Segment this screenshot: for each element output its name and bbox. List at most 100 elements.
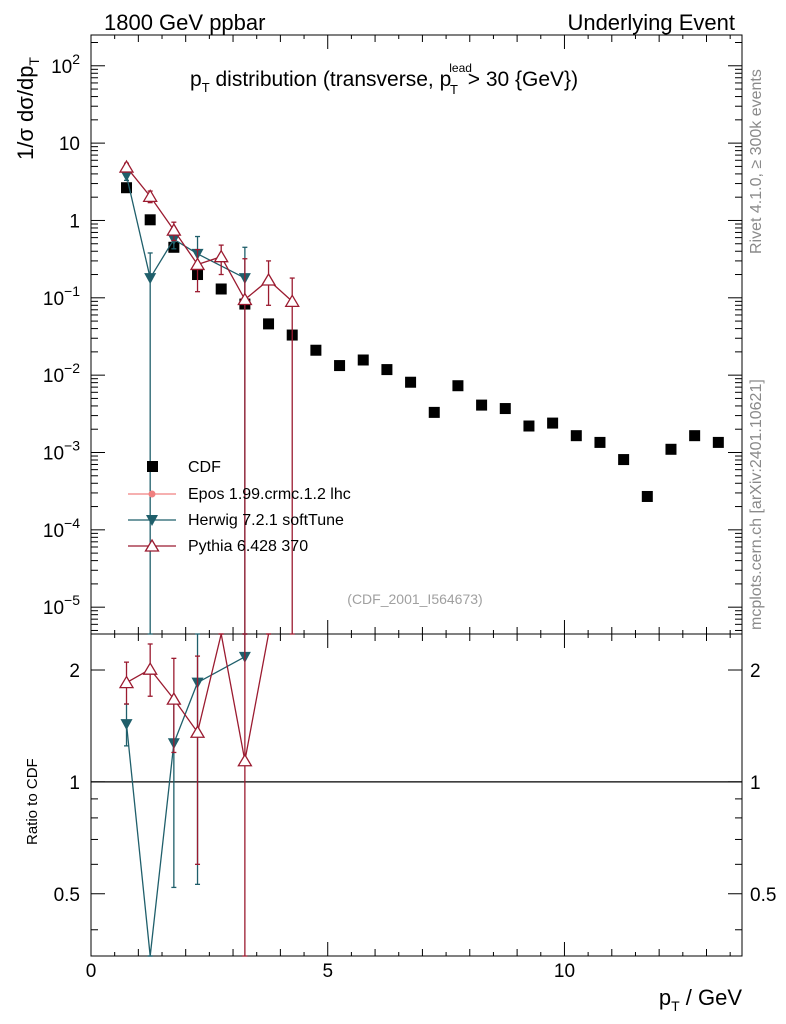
- cdf-point: [476, 399, 488, 411]
- ratio-y-tick-label: 2: [69, 661, 80, 682]
- cdf-point: [334, 360, 346, 372]
- mcplots-label: mcplots.cern.ch [arXiv:2401.10621]: [748, 379, 765, 630]
- pythia-ratio-point: [189, 724, 206, 738]
- herwig-ratio-line: [125, 656, 246, 957]
- cdf-point: [452, 380, 464, 392]
- y-tick-label: 10−1: [43, 283, 80, 310]
- herwig-line: [125, 175, 246, 280]
- ratio-data-layer: [118, 633, 272, 957]
- pythia-ratio-point: [237, 753, 253, 767]
- x-label-sub: T: [671, 998, 680, 1014]
- pythia-point: [142, 189, 158, 203]
- y-tick-label-base: 10: [43, 366, 64, 387]
- cdf-point: [499, 403, 511, 415]
- title-sub-t2: T: [450, 82, 458, 97]
- y-tick-label: 102: [51, 51, 80, 78]
- y-tick-label: 10: [59, 134, 80, 155]
- cdf-point: [215, 283, 227, 295]
- ratio-y-label: Ratio to CDF: [24, 758, 41, 845]
- legend-pythia-label: Pythia 6.428 370: [188, 538, 308, 555]
- cdf-point: [263, 318, 275, 330]
- pythia-point: [213, 249, 229, 263]
- cdf-point: [618, 454, 630, 466]
- herwig-point: [120, 170, 133, 182]
- header-right: Underlying Event: [567, 10, 735, 35]
- y-tick-label: 10−4: [43, 515, 80, 542]
- legend: CDF Epos 1.99.crmc.1.2 lhc Herwig 7.2.1 …: [128, 459, 351, 555]
- herwig-point: [144, 273, 157, 285]
- main-data-layer: [118, 159, 724, 635]
- pythia-point: [189, 257, 206, 271]
- y-tick-label-base: 10: [43, 289, 64, 310]
- ratio-axes: 0 5 10 2 2 1 1 0.5 0.5: [54, 634, 776, 982]
- x-tick-label: 5: [322, 961, 333, 982]
- pythia-ratio-point: [142, 661, 158, 675]
- y-tick-label-exp: −5: [64, 592, 80, 608]
- cdf-point: [547, 417, 559, 429]
- cdf-point: [665, 443, 677, 455]
- ratio-y-tick-label-right: 0.5: [750, 885, 776, 906]
- x-label-tail: / GeV: [680, 985, 743, 1010]
- y-tick-label-exp: −4: [64, 515, 80, 531]
- y-tick-label-base: 10: [59, 134, 80, 155]
- cdf-point: [357, 354, 369, 366]
- ratio-y-tick-label: 0.5: [54, 885, 80, 906]
- cdf-point: [310, 344, 322, 356]
- main-y-label-sub: T: [26, 57, 42, 66]
- cdf-point: [381, 364, 393, 376]
- legend-cdf-label: CDF: [188, 459, 221, 476]
- x-tick-label: 10: [554, 961, 575, 982]
- y-tick-label-base: 10: [51, 57, 72, 78]
- ratio-frame: [90, 633, 743, 957]
- main-title: pT distribution (transverse, plead T > 30…: [190, 61, 578, 97]
- title-sub-t: T: [202, 80, 210, 95]
- analysis-watermark: (CDF_2001_I564673): [347, 591, 482, 607]
- cdf-point: [641, 490, 653, 502]
- y-tick-label-base: 1: [69, 211, 80, 232]
- title-sup-lead: lead: [449, 61, 472, 75]
- pythia-point: [166, 222, 182, 236]
- title-tail: > 30 {GeV}): [462, 68, 578, 91]
- herwig-ratio-point: [120, 719, 133, 731]
- pythia-point: [284, 294, 300, 307]
- rivet-label: Rivet 4.1.0, ≥ 300k events: [748, 69, 765, 254]
- x-label-p: p: [659, 985, 671, 1010]
- cdf-point: [689, 430, 701, 442]
- y-tick-label-exp: −1: [64, 283, 80, 299]
- y-tick-label-exp: −3: [64, 437, 80, 453]
- cdf-point: [594, 436, 606, 448]
- pythia-point: [260, 272, 277, 286]
- legend-herwig-marker: [146, 515, 158, 526]
- y-tick-label-base: 10: [43, 598, 64, 619]
- x-axis-label: pT / GeV: [659, 985, 742, 1014]
- legend-entry-cdf: CDF: [147, 459, 221, 476]
- y-tick-label: 1: [69, 211, 80, 232]
- main-y-label: 1/σ dσ/dpT: [13, 57, 42, 160]
- y-tick-label-base: 10: [43, 443, 64, 464]
- y-tick-label: 10−2: [43, 360, 80, 387]
- pythia-point: [237, 292, 253, 306]
- cdf-point: [523, 420, 535, 432]
- legend-herwig-label: Herwig 7.2.1 softTune: [188, 512, 344, 529]
- cdf-point: [405, 376, 417, 388]
- header-left: 1800 GeV ppbar: [104, 10, 265, 35]
- y-tick-label-base: 10: [43, 521, 64, 542]
- ratio-y-tick-label-right: 1: [750, 773, 761, 794]
- ratio-y-tick-label: 1: [69, 773, 80, 794]
- legend-epos-marker: [148, 490, 156, 498]
- y-tick-label: 10−5: [43, 592, 80, 619]
- pythia-point: [118, 159, 135, 173]
- main-y-label-main: 1/σ dσ/dp: [13, 66, 38, 160]
- y-tick-label-exp: −2: [64, 360, 80, 376]
- legend-entry-herwig: Herwig 7.2.1 softTune: [128, 512, 344, 529]
- legend-entry-epos: Epos 1.99.crmc.1.2 lhc: [128, 486, 351, 503]
- legend-epos-label: Epos 1.99.crmc.1.2 lhc: [188, 486, 351, 503]
- cdf-point: [428, 406, 440, 418]
- y-tick-label-exp: 2: [72, 51, 80, 67]
- pythia-ratio-point: [118, 675, 135, 689]
- legend-pythia-marker: [144, 538, 160, 552]
- title-p: p: [190, 68, 202, 91]
- cdf-point: [712, 436, 724, 448]
